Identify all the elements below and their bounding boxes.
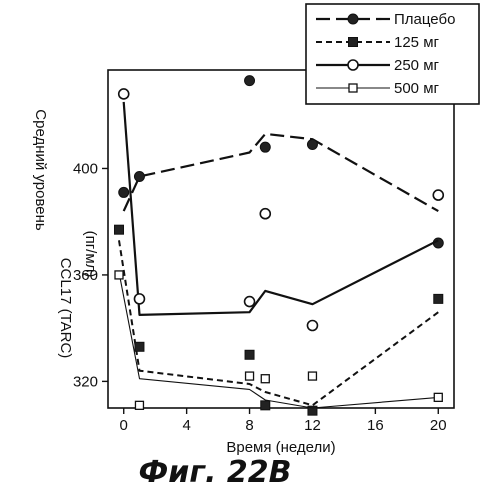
data-point [115, 271, 123, 279]
data-point [434, 393, 442, 401]
x-axis-title: Время (недели) [226, 439, 335, 456]
x-tick-label: 16 [367, 417, 384, 434]
y-tick-label: 400 [73, 160, 98, 177]
x-tick-label: 0 [120, 417, 128, 434]
legend-marker [348, 60, 358, 70]
data-point [135, 342, 144, 351]
data-point [134, 294, 144, 304]
y-tick-label: 320 [73, 373, 98, 390]
data-point [245, 297, 255, 307]
data-point [260, 142, 270, 152]
series-line [124, 102, 439, 315]
data-point [134, 171, 144, 181]
legend-label: Плацебо [394, 11, 455, 28]
plot-frame [108, 70, 454, 408]
data-point [245, 350, 254, 359]
plot-area: 048121620320360400Время (недели)Средний … [32, 70, 454, 456]
y-axis-title-line: (пг/мл) [82, 231, 99, 278]
data-point [246, 372, 254, 380]
series-line [119, 272, 438, 408]
data-point [261, 401, 270, 410]
legend-marker [349, 38, 358, 47]
y-axis-title-line: CCL17 (TARC) [57, 258, 74, 359]
legend-marker [349, 84, 357, 92]
y-axis-title-line: Средний уровень [32, 109, 49, 231]
series-line [124, 134, 439, 211]
x-tick-label: 20 [430, 417, 447, 434]
data-point [434, 294, 443, 303]
data-point [119, 187, 129, 197]
legend: Плацебо 125 мг 250 мг 500 мг [306, 4, 479, 104]
legend-label: 125 мг [394, 34, 440, 51]
legend-label: 500 мг [394, 80, 440, 97]
data-point [119, 89, 129, 99]
legend-label: 250 мг [394, 57, 440, 74]
data-point [308, 372, 316, 380]
x-tick-label: 4 [182, 417, 190, 434]
data-point [135, 401, 143, 409]
data-point [261, 375, 269, 383]
data-point [245, 76, 255, 86]
x-tick-label: 8 [245, 417, 253, 434]
data-point [307, 140, 317, 150]
data-point [307, 320, 317, 330]
x-tick-label: 12 [304, 417, 321, 434]
data-point [260, 209, 270, 219]
data-point [115, 225, 124, 234]
figure-caption: Фиг. 22B [139, 455, 292, 490]
data-point [433, 190, 443, 200]
legend-marker [348, 14, 358, 24]
